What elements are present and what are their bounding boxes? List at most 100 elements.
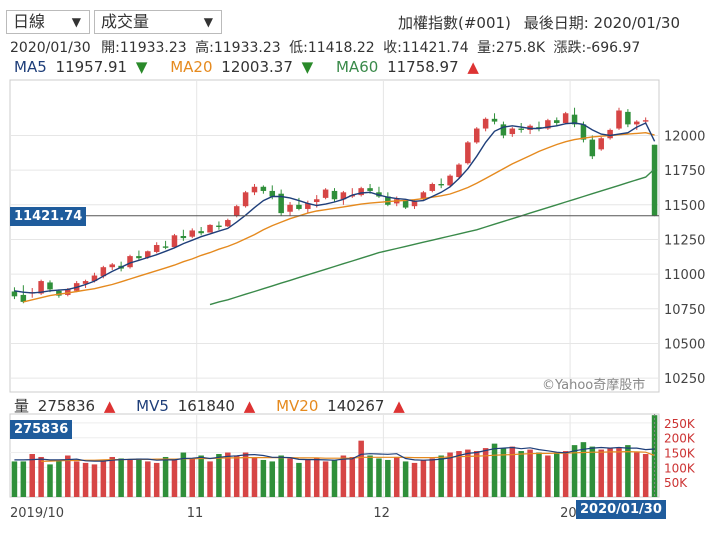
volume-bar <box>482 448 489 497</box>
volume-bar <box>38 456 44 497</box>
volume-bar <box>153 462 160 497</box>
quote-line: 2020/01/30 開:11933.23 高:11933.23 低:11418… <box>10 37 640 57</box>
volume-bar <box>242 452 249 497</box>
close-value: 11421.74 <box>401 40 469 56</box>
mv20-label: MV20 <box>276 397 319 415</box>
last-date-label: 最後日期: <box>523 14 589 32</box>
volume-bar <box>313 458 320 497</box>
candle-body <box>385 196 391 205</box>
up-arrow-icon: ▲ <box>467 58 479 76</box>
vol-value: 275836 <box>37 397 96 415</box>
volume-bar <box>571 445 578 497</box>
ma20-line <box>23 131 655 303</box>
volume-tick-label: 50K <box>664 476 688 490</box>
volume-bar <box>340 455 347 497</box>
index-title: 加權指數(#001) <box>398 14 511 32</box>
volume-bar <box>349 456 356 497</box>
candle-body <box>171 235 178 248</box>
candle-body <box>91 275 98 282</box>
ma60-line <box>209 168 656 306</box>
candle-body <box>634 121 640 125</box>
candle-body <box>642 120 649 122</box>
volume-tick-label: 200K <box>664 432 696 446</box>
volume-bar <box>580 442 587 497</box>
candle-body <box>473 128 480 143</box>
volume-bar <box>91 464 98 497</box>
up-arrow-icon: ▲ <box>243 397 256 415</box>
candle-body <box>127 256 133 268</box>
candle-body <box>491 118 498 122</box>
mv5-value: 161840 <box>177 397 235 415</box>
volume-tag: 275836 <box>10 420 73 439</box>
volume-bar <box>11 461 18 497</box>
low-value: 11418.22 <box>307 40 375 56</box>
candle-body <box>509 128 516 135</box>
mv5-label: MV5 <box>136 397 169 415</box>
volume-bar <box>322 461 329 497</box>
candle-body <box>225 220 231 227</box>
high-value: 11933.23 <box>213 40 281 56</box>
candle-body <box>598 138 604 150</box>
candle-body <box>260 186 267 191</box>
candle-body <box>482 118 489 129</box>
volume-bar <box>73 461 80 497</box>
candle-body <box>189 230 196 237</box>
ma5-label: MA5 <box>14 58 47 76</box>
volume-bar <box>536 452 542 497</box>
price-tick-label: 10500 <box>664 337 705 352</box>
change-value: -696.97 <box>586 40 641 56</box>
volume-bar <box>393 456 400 497</box>
volume-bar <box>651 415 658 497</box>
volume-bar <box>456 451 462 497</box>
volume-bar <box>198 455 204 497</box>
candle-body <box>411 200 418 207</box>
volume-bar <box>465 449 471 497</box>
candle-body <box>287 204 293 212</box>
candle-body <box>153 245 160 252</box>
candle-body <box>456 164 462 178</box>
candle-body <box>20 294 27 302</box>
chevron-down-icon: ▼ <box>71 15 81 29</box>
candle-body <box>340 192 347 200</box>
indicator-select-value: 成交量 <box>101 12 150 31</box>
indicator-select[interactable]: 成交量 ▼ <box>94 10 222 34</box>
volume-tick-label: 100K <box>664 461 696 475</box>
mv20-value: 140267 <box>327 397 385 415</box>
ma5-value: 11957.91 <box>55 58 128 76</box>
candle-body <box>554 120 560 123</box>
quote-date: 2020/01/30 <box>10 40 91 56</box>
price-tick-label: 10750 <box>664 303 705 318</box>
ma5-line <box>14 122 656 294</box>
candle-body <box>47 282 53 290</box>
ma60-label: MA60 <box>335 58 379 76</box>
candle-body <box>207 224 213 233</box>
period-select[interactable]: 日線 ▼ <box>6 10 90 34</box>
ma-legend: MA5 11957.91 ▼ MA20 12003.37 ▼ MA60 1175… <box>14 58 483 76</box>
candle-body <box>162 246 169 248</box>
volume-bar <box>82 462 89 497</box>
change-label: 漲跌: <box>553 40 587 56</box>
volume-bar <box>207 461 213 497</box>
candle-body <box>11 291 18 297</box>
volume-bar <box>411 462 418 497</box>
volume-bar <box>189 458 196 497</box>
price-panel-frame <box>9 79 660 393</box>
candle-body <box>420 192 427 200</box>
price-tick-label: 11250 <box>664 233 705 248</box>
volume-bar <box>296 462 302 497</box>
volume-bar <box>642 454 649 497</box>
volume-value: 275.8K <box>495 40 546 56</box>
x-tick-label: 12 <box>373 506 390 521</box>
candle-body <box>233 206 240 216</box>
candle-body <box>56 290 62 296</box>
candle-body <box>100 267 107 277</box>
candle-body <box>607 129 613 139</box>
candle-body <box>305 203 311 209</box>
volume-bar <box>145 461 151 497</box>
low-label: 低: <box>289 40 308 56</box>
volume-bar <box>65 455 71 497</box>
price-tick-label: 11500 <box>664 199 705 214</box>
volume-bar <box>118 458 124 497</box>
volume-bar <box>278 455 284 497</box>
